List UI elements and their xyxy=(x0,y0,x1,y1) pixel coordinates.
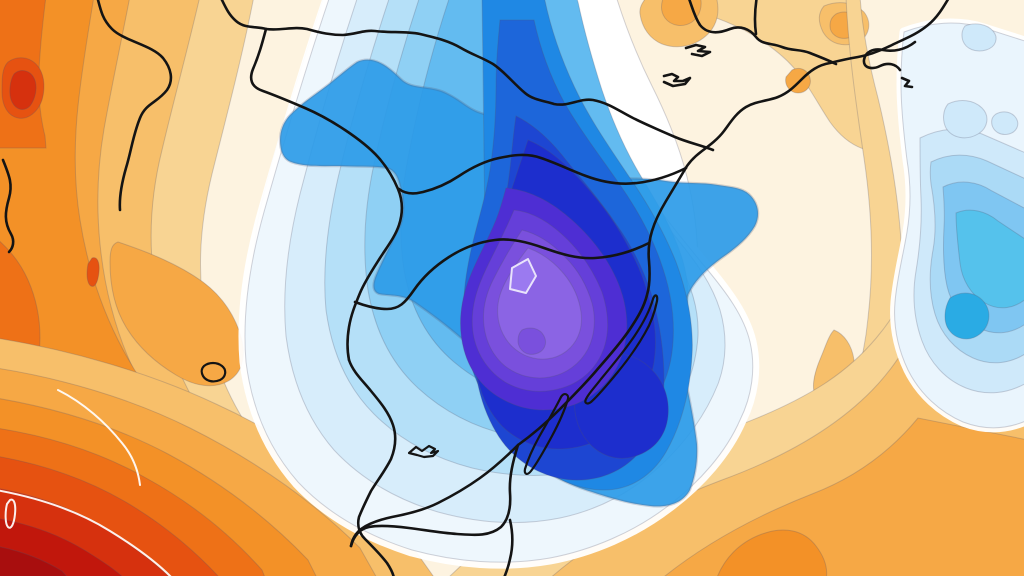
warm-highlight-contours xyxy=(0,389,172,576)
cool-spot xyxy=(991,111,1019,135)
state-border-mg-sp xyxy=(688,0,838,66)
state-border-pr-sc xyxy=(397,153,688,195)
cool-spot xyxy=(943,100,988,139)
cool-band xyxy=(944,292,990,340)
warm-anomaly-southwest xyxy=(0,338,434,576)
warm-finger xyxy=(109,241,244,387)
white-contour xyxy=(4,498,17,529)
warm-band xyxy=(664,417,1024,576)
coastline xyxy=(349,0,950,548)
state-border-offshoot xyxy=(753,0,758,36)
violet-patch xyxy=(517,327,547,355)
warm-band xyxy=(717,529,828,576)
reservoir-scribble xyxy=(662,72,692,88)
uruguay-river-border xyxy=(347,358,397,576)
geographic-borders xyxy=(1,0,950,576)
andes-border xyxy=(1,158,15,254)
white-contour xyxy=(57,389,141,486)
lagoa-mirim xyxy=(523,393,570,475)
reservoir-scribble xyxy=(684,43,712,58)
rio-de-la-plata-shore xyxy=(503,518,514,576)
coast-scribble xyxy=(900,76,914,89)
parana-river-north xyxy=(220,0,268,31)
paraguay-river-border xyxy=(96,0,173,212)
coast-hook-guanabara xyxy=(862,40,917,72)
uruguay-east-coast xyxy=(349,443,520,548)
warm-hot-core xyxy=(9,70,37,110)
coldest-cell-outline xyxy=(509,258,537,294)
atlantic-cool-pocket xyxy=(890,18,1024,433)
warm-hot-spot xyxy=(86,257,100,287)
warm-band xyxy=(0,0,165,425)
mar-chiquita-lake xyxy=(200,361,227,383)
rio-negro-reservoir xyxy=(407,444,440,459)
lakes-and-lagoons xyxy=(200,294,659,475)
cool-spot xyxy=(961,23,997,52)
white-contour xyxy=(0,489,172,576)
state-border-ms-sp-pr xyxy=(264,26,715,152)
lagoa-dos-patos xyxy=(584,294,659,405)
warm-band xyxy=(785,67,811,94)
cool-band xyxy=(955,209,1024,309)
warm-band xyxy=(0,546,68,576)
paraguay-east-border xyxy=(249,27,404,362)
state-border-rs-north xyxy=(353,238,651,311)
